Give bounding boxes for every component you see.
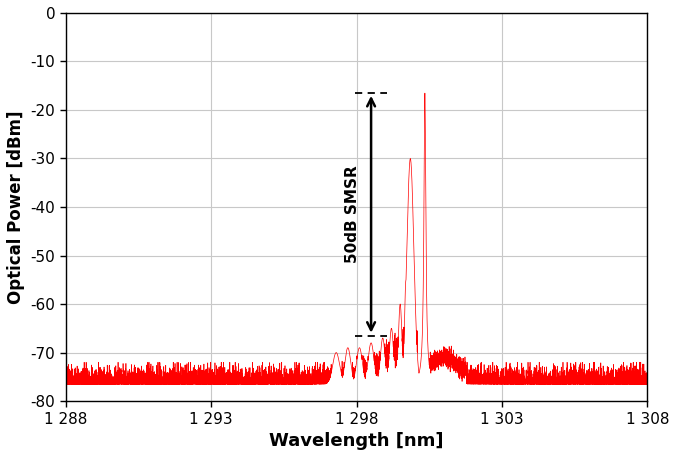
Text: 50dB SMSR: 50dB SMSR xyxy=(345,165,360,263)
Y-axis label: Optical Power [dBm]: Optical Power [dBm] xyxy=(7,110,25,304)
X-axis label: Wavelength [nm]: Wavelength [nm] xyxy=(269,432,444,450)
